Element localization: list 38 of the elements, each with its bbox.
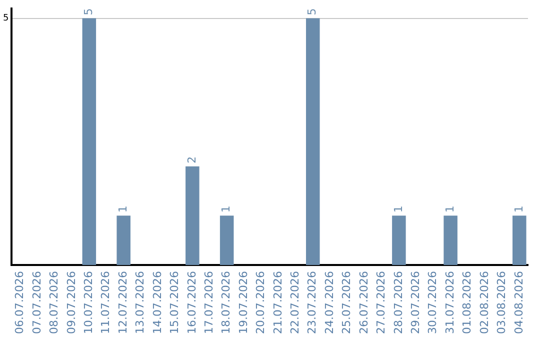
x-tick-label: 03.08.2026 (495, 271, 508, 334)
x-tick-label: 31.07.2026 (443, 271, 456, 334)
x-tick-label: 07.07.2026 (30, 271, 44, 334)
x-tick-label: 18.07.2026 (220, 271, 233, 334)
x-tick-label: 21.07.2026 (271, 271, 284, 334)
x-tick-label: 08.07.2026 (48, 271, 61, 334)
x-tick-label: 06.07.2026 (13, 271, 26, 334)
data-label: 1 (512, 206, 526, 213)
x-tick-label: 04.08.2026 (512, 271, 526, 334)
data-label: 1 (392, 206, 405, 213)
data-label: 1 (443, 206, 456, 213)
x-tick-label: 24.07.2026 (322, 271, 336, 334)
x-tick-label: 17.07.2026 (202, 271, 216, 334)
data-label: 5 (82, 8, 96, 16)
x-tick-label: 25.07.2026 (340, 271, 354, 334)
x-tick-label: 20.07.2026 (254, 271, 268, 334)
data-label: 1 (220, 206, 233, 213)
x-tick-label: 26.07.2026 (357, 271, 370, 334)
x-tick-label: 13.07.2026 (134, 271, 147, 334)
x-tick-label: 12.07.2026 (116, 271, 130, 334)
x-tick-label: 14.07.2026 (150, 271, 164, 334)
x-tick-label: 19.07.2026 (236, 271, 250, 334)
x-tick-label: 29.07.2026 (409, 271, 422, 334)
data-label: 2 (185, 156, 198, 164)
x-tick-label: 23.07.2026 (306, 271, 319, 334)
x-tick-label: 10.07.2026 (82, 271, 96, 334)
x-tick-label: 28.07.2026 (392, 271, 405, 334)
x-tick-label: 15.07.2026 (168, 271, 182, 334)
data-label: 5 (306, 8, 319, 16)
x-tick-label: 22.07.2026 (288, 271, 302, 334)
data-label: 1 (116, 206, 130, 213)
x-tick-label: 30.07.2026 (426, 271, 440, 334)
x-tick-label: 16.07.2026 (185, 271, 198, 334)
x-tick-label: 02.08.2026 (478, 271, 491, 334)
x-tick-label: 11.07.2026 (99, 271, 112, 334)
x-tick-label: 09.07.2026 (64, 271, 78, 334)
x-tick-label: 01.08.2026 (460, 271, 474, 334)
x-tick-label: 27.07.2026 (374, 271, 388, 334)
